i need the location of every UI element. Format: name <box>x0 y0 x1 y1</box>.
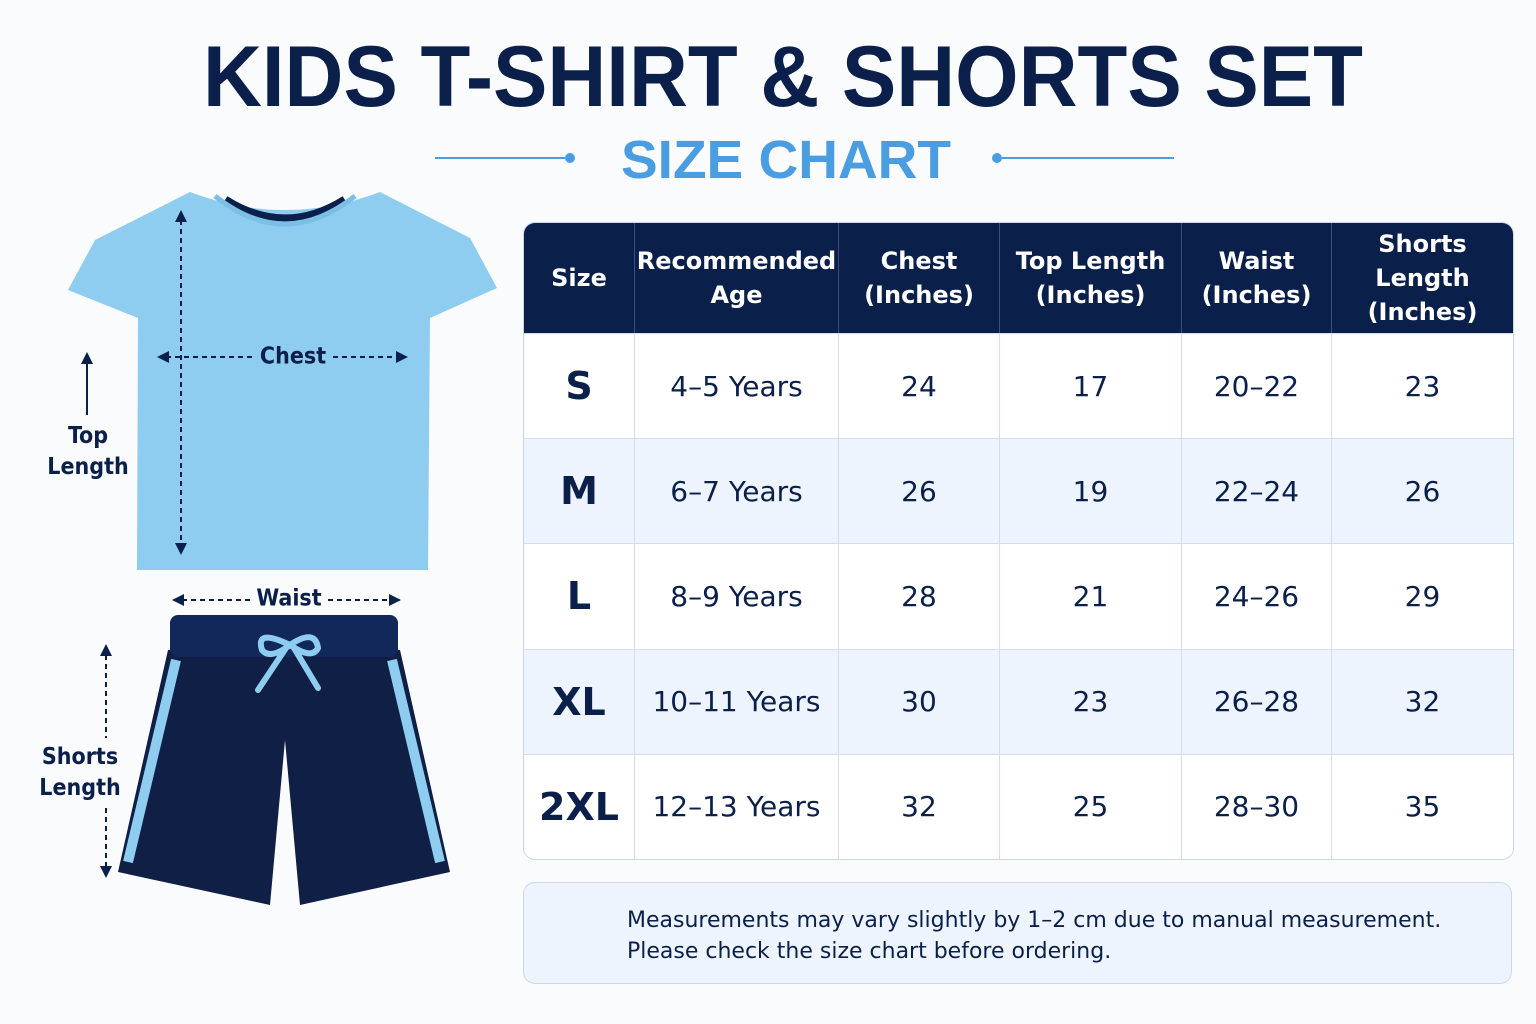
column-header: Top Length (Inches) <box>1000 223 1182 333</box>
note-line: Please check the size chart before order… <box>627 939 1112 964</box>
table-cell: 20–22 <box>1182 333 1332 439</box>
size-cell: L <box>524 543 635 649</box>
table-cell: 6–7 Years <box>635 438 839 544</box>
shorts-length-label: Shorts Length <box>39 744 121 801</box>
column-header: Shorts Length (Inches) <box>1332 223 1513 333</box>
chest-label: Chest <box>259 343 327 370</box>
column-header: Waist (Inches) <box>1182 223 1332 333</box>
table-cell: 25 <box>1000 753 1182 859</box>
table-cell: 30 <box>839 648 1000 754</box>
column-header: Size <box>524 223 635 333</box>
column-header: Recommended Age <box>635 223 839 333</box>
measure-arrows <box>81 210 408 878</box>
top-length-label: Top Length <box>47 423 129 480</box>
table-row: 2XL 12–13 Years 32 25 28–30 35 <box>524 753 1513 859</box>
table-cell: 22–24 <box>1182 438 1332 544</box>
title: KIDS T-SHIRT & SHORTS SET <box>203 29 1363 125</box>
size-cell: M <box>524 438 635 544</box>
table-cell: 29 <box>1332 543 1513 649</box>
header-row: Size Recommended Age Chest (Inches) Top Len… <box>524 223 1513 333</box>
table-cell: 35 <box>1332 753 1513 859</box>
table-row: S 4–5 Years 24 17 20–22 23 <box>524 333 1513 439</box>
table-cell: 19 <box>1000 438 1182 544</box>
table-cell: 24–26 <box>1182 543 1332 649</box>
table-cell: 32 <box>1332 648 1513 754</box>
column-header: Chest (Inches) <box>839 223 1000 333</box>
size-cell: S <box>524 333 635 439</box>
table-cell: 26 <box>839 438 1000 544</box>
table-cell: 4–5 Years <box>635 333 839 439</box>
table-cell: 26–28 <box>1182 648 1332 754</box>
table-cell: 32 <box>839 753 1000 859</box>
note-box: Measurements may vary slightly by 1–2 cm… <box>523 882 1512 984</box>
subtitle: SIZE CHART <box>621 130 951 190</box>
table-cell: 21 <box>1000 543 1182 649</box>
table-row: XL 10–11 Years 30 23 26–28 32 <box>524 648 1513 754</box>
table-row: L 8–9 Years 28 21 24–26 29 <box>524 543 1513 649</box>
t-shirt <box>68 192 497 570</box>
table-cell: 26 <box>1332 438 1513 544</box>
table-cell: 17 <box>1000 333 1182 439</box>
table-cell: 28 <box>839 543 1000 649</box>
size-table: Size Recommended Age Chest (Inches) Top Len… <box>523 222 1514 860</box>
table-cell: 10–11 Years <box>635 648 839 754</box>
size-cell: 2XL <box>524 753 635 859</box>
table-cell: 24 <box>839 333 1000 439</box>
waist-label: Waist <box>256 585 322 612</box>
note-line: Measurements may vary slightly by 1–2 cm… <box>627 908 1442 933</box>
table-cell: 12–13 Years <box>635 753 839 859</box>
table-cell: 23 <box>1000 648 1182 754</box>
table-row: M 6–7 Years 26 19 22–24 26 <box>524 438 1513 544</box>
subtitle-rules <box>435 153 1174 163</box>
shorts <box>118 615 450 905</box>
table-cell: 8–9 Years <box>635 543 839 649</box>
table-cell: 28–30 <box>1182 753 1332 859</box>
table-cell: 23 <box>1332 333 1513 439</box>
size-cell: XL <box>524 648 635 754</box>
